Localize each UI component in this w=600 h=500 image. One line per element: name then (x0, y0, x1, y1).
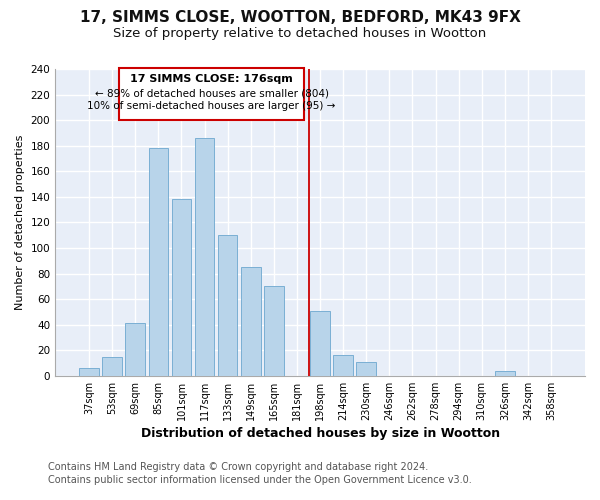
Text: ← 89% of detached houses are smaller (804): ← 89% of detached houses are smaller (80… (95, 88, 329, 98)
Text: 10% of semi-detached houses are larger (95) →: 10% of semi-detached houses are larger (… (88, 101, 335, 111)
Bar (241, 267, 260, 376)
Text: Size of property relative to detached houses in Wootton: Size of property relative to detached ho… (113, 28, 487, 40)
Text: 17, SIMMS CLOSE, WOOTTON, BEDFORD, MK43 9FX: 17, SIMMS CLOSE, WOOTTON, BEDFORD, MK43 … (80, 10, 520, 25)
Y-axis label: Number of detached properties: Number of detached properties (15, 134, 25, 310)
Bar (195, 138, 214, 376)
Bar (495, 370, 515, 376)
Bar (310, 310, 330, 376)
Text: 17 SIMMS CLOSE: 176sqm: 17 SIMMS CLOSE: 176sqm (130, 74, 293, 84)
Bar (218, 235, 238, 376)
X-axis label: Distribution of detached houses by size in Wootton: Distribution of detached houses by size … (140, 427, 500, 440)
Text: Contains public sector information licensed under the Open Government Licence v3: Contains public sector information licen… (48, 475, 472, 485)
Bar (103, 356, 122, 376)
Bar (125, 324, 145, 376)
Bar (172, 200, 191, 376)
Text: Contains HM Land Registry data © Crown copyright and database right 2024.: Contains HM Land Registry data © Crown c… (48, 462, 428, 472)
Bar (334, 356, 353, 376)
Bar (149, 148, 168, 376)
Bar (264, 286, 284, 376)
FancyBboxPatch shape (119, 68, 304, 120)
Bar (356, 362, 376, 376)
Bar (79, 368, 99, 376)
